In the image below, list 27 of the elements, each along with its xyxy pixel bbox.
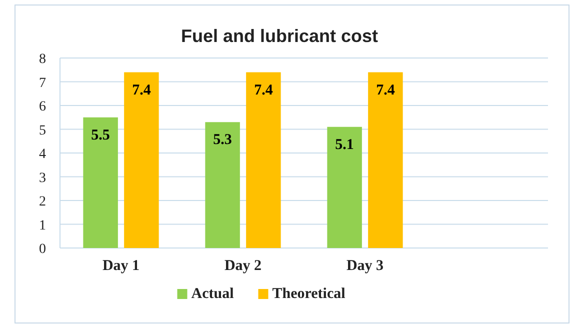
y-tick-label: 5 [39,123,46,138]
legend-label: Theoretical [272,286,346,302]
y-tick-label: 8 [39,52,46,67]
data-label: 7.4 [132,82,152,98]
y-tick-label: 7 [39,76,46,91]
x-tick-label: Day 3 [346,258,384,274]
legend-label: Actual [191,286,234,302]
x-tick-label: Day 1 [102,258,140,274]
bar [246,72,281,248]
chart-title: Fuel and lubricant cost [180,26,378,46]
y-tick-label: 3 [39,170,46,186]
y-tick-label: 2 [39,194,46,210]
bar [327,126,362,248]
data-label: 7.4 [254,82,274,98]
data-label: 7.4 [376,82,396,98]
y-tick-label: 0 [39,242,46,257]
bar [368,72,403,248]
x-tick-label: Day 2 [224,258,262,274]
data-label: 5.5 [91,127,110,144]
bar [205,122,240,248]
bar [124,72,159,248]
bar [83,117,118,248]
data-label: 5.1 [335,136,354,153]
y-tick-label: 1 [39,218,46,234]
data-label: 5.3 [213,132,232,148]
y-tick-label: 6 [39,100,46,114]
y-tick-label: 4 [39,147,46,162]
